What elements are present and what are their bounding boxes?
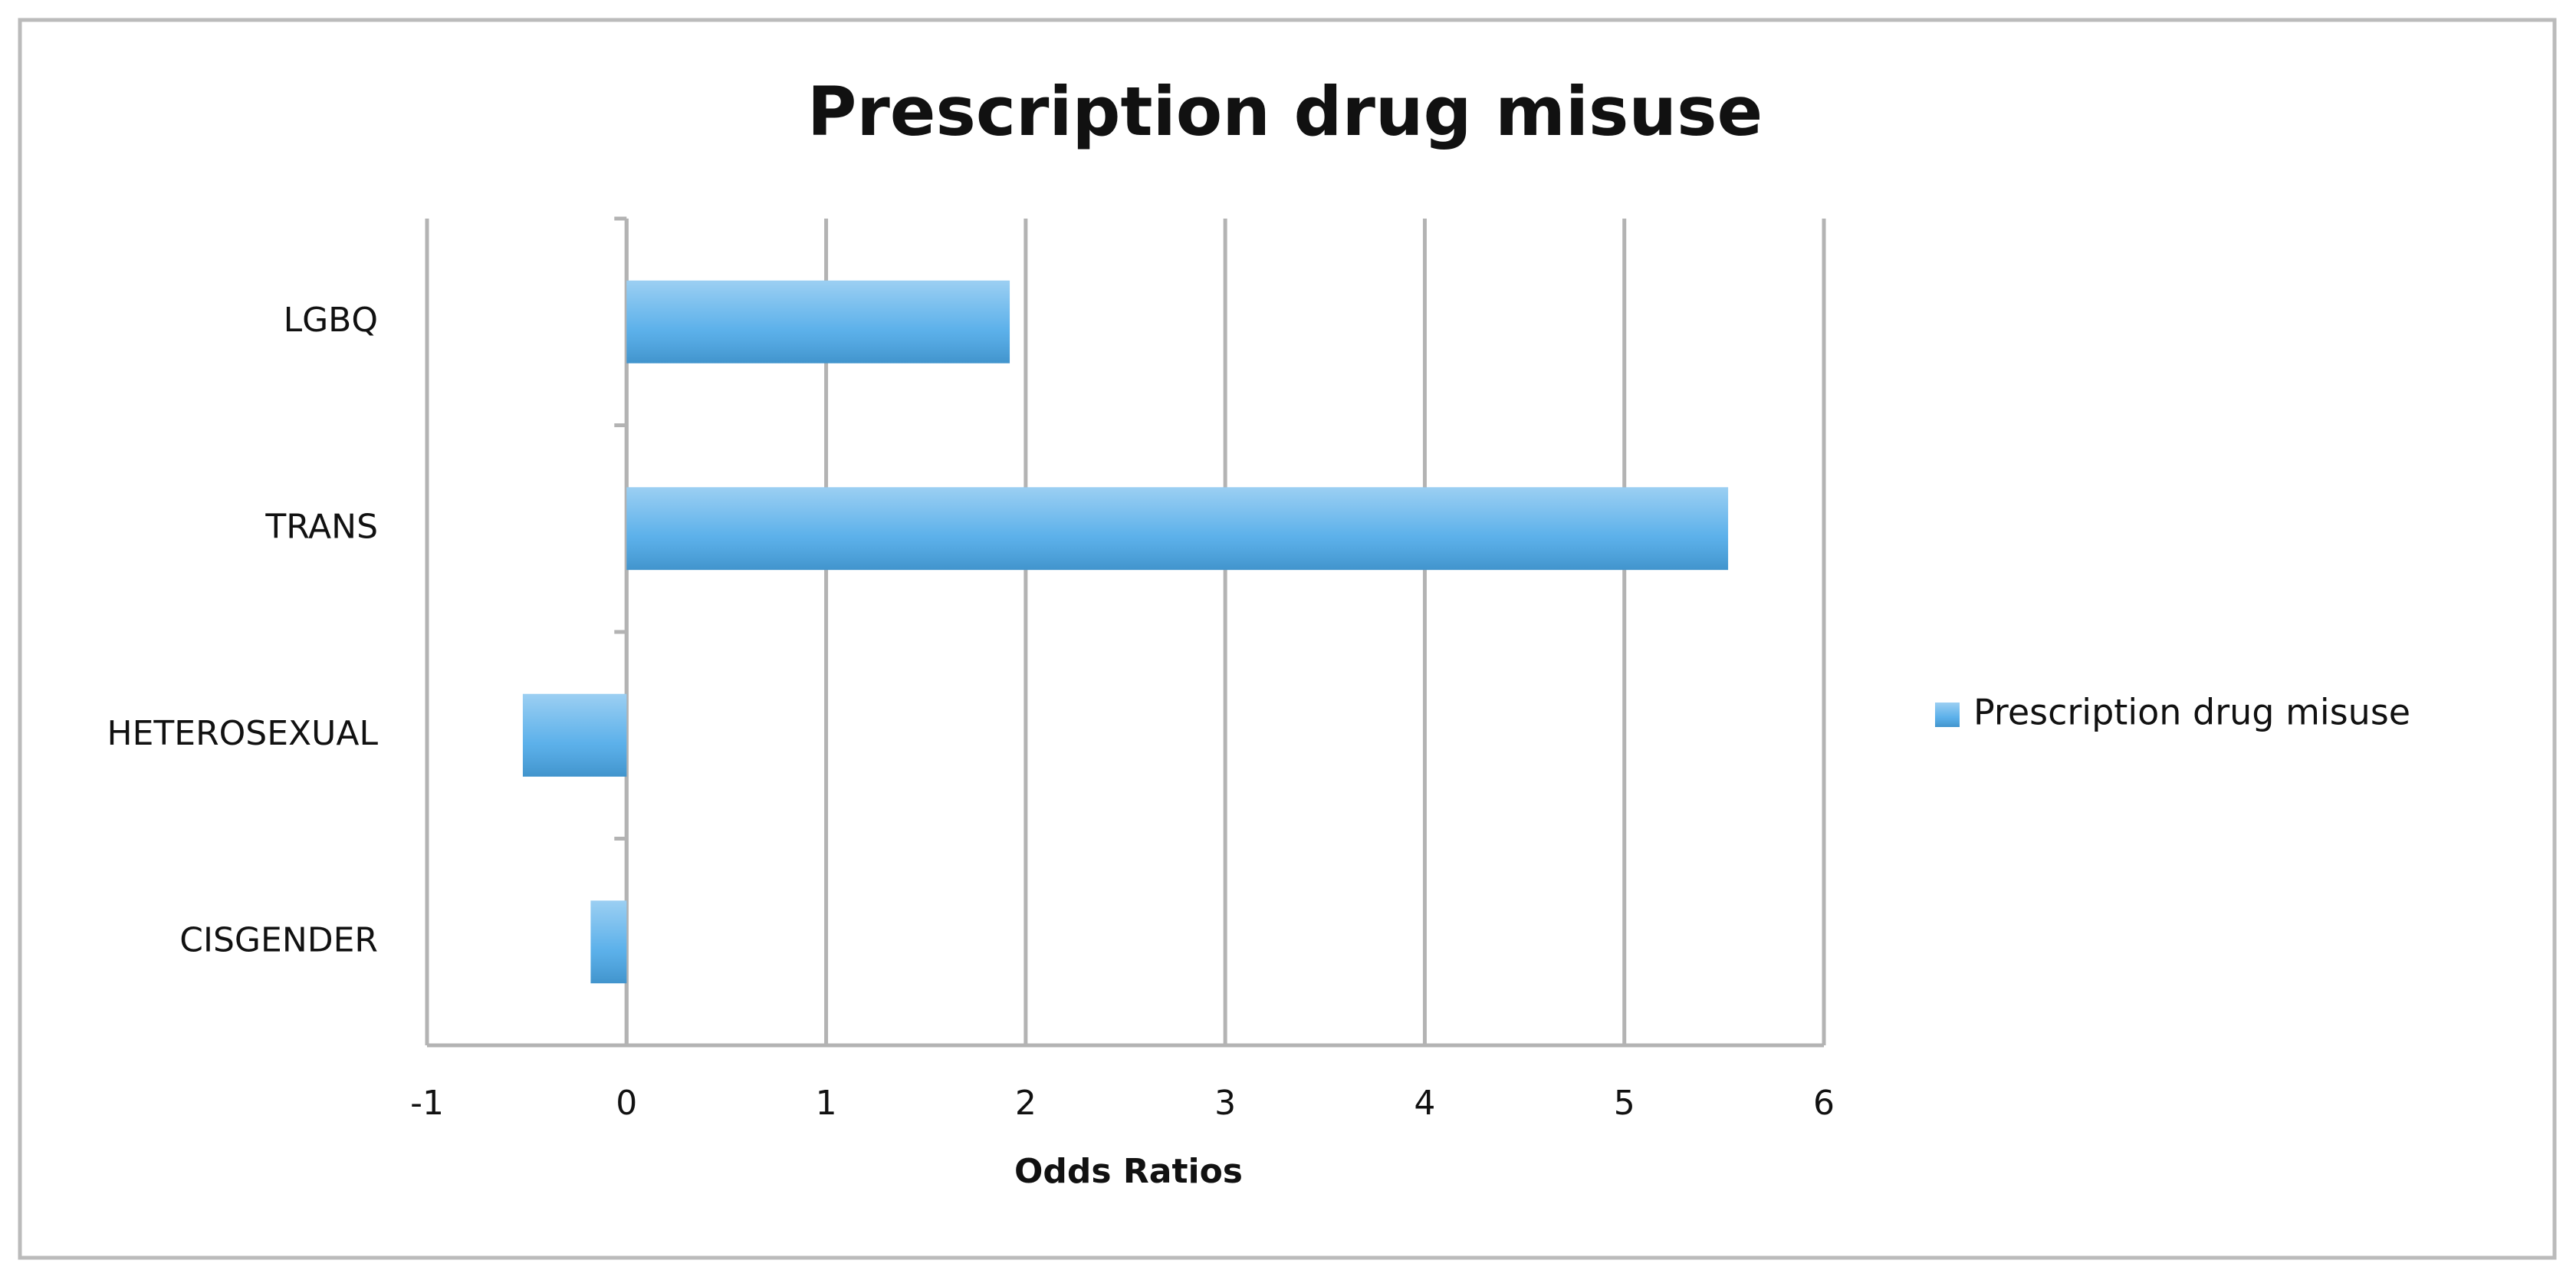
legend-label: Prescription drug misuse <box>1973 692 2410 733</box>
legend-swatch-shine <box>1935 703 1960 727</box>
x-tick-label: 1 <box>816 1084 837 1123</box>
x-tick-label: 4 <box>1414 1084 1435 1123</box>
bar-shine <box>590 900 627 984</box>
x-tick-label: -1 <box>410 1084 444 1123</box>
bar-shine <box>626 280 1010 364</box>
y-tick-label: HETEROSEXUAL <box>107 714 379 753</box>
y-tick-label: LGBQ <box>284 301 378 340</box>
bar-shine <box>522 693 627 777</box>
x-tick-label: 6 <box>1813 1084 1835 1123</box>
chart-frame <box>18 18 2557 1260</box>
x-tick-label: 2 <box>1015 1084 1037 1123</box>
x-tick-label: 5 <box>1614 1084 1635 1123</box>
chart-title: Prescription drug misuse <box>807 72 1763 151</box>
x-axis-label: Odds Ratios <box>1014 1152 1243 1191</box>
bar-shine <box>626 487 1729 571</box>
x-tick-label: 3 <box>1214 1084 1236 1123</box>
x-tick-label: 0 <box>616 1084 637 1123</box>
y-tick-label: TRANS <box>264 507 378 546</box>
y-tick-label: CISGENDER <box>179 920 378 959</box>
